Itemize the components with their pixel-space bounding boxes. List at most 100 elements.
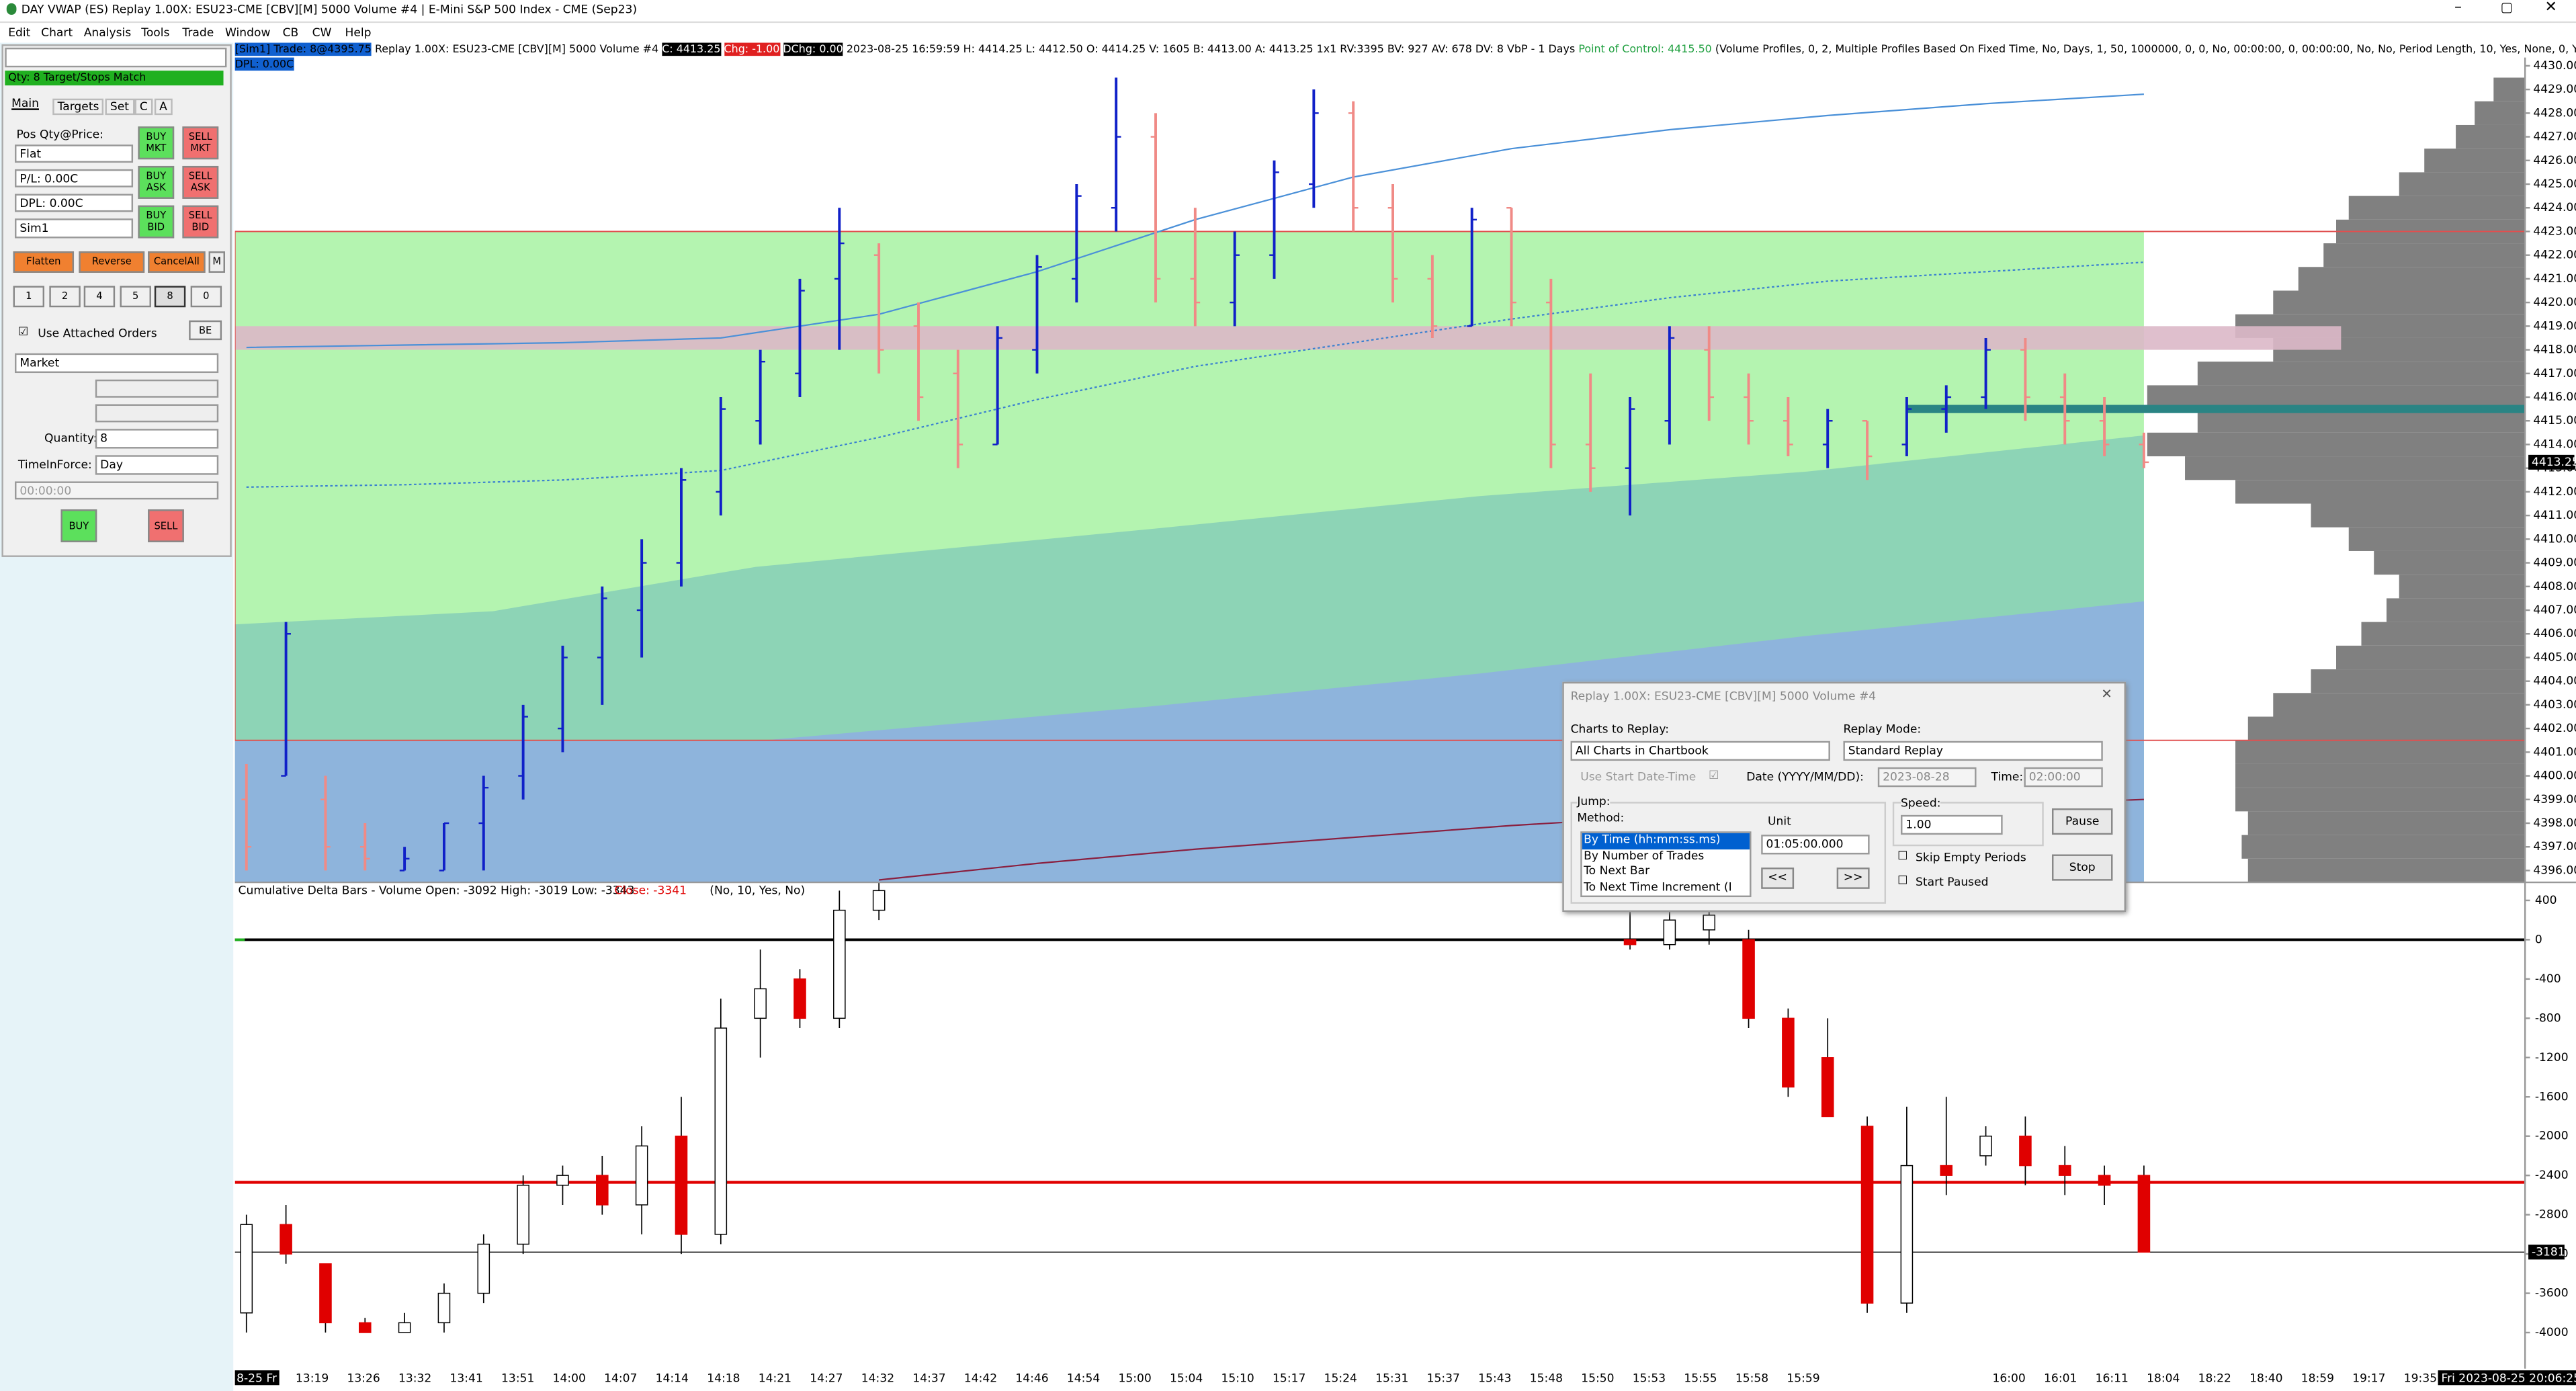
menu-item[interactable]: Analysis <box>83 26 132 40</box>
checkbox[interactable]: ☑ <box>1708 769 1719 782</box>
buy-mkt[interactable]: BUY MKT <box>138 126 175 160</box>
menu-item[interactable]: CB <box>282 26 299 40</box>
candle-body <box>1782 1017 1795 1088</box>
label: Speed: <box>1901 796 1941 810</box>
candle-body <box>833 909 846 1019</box>
qty-preset[interactable]: 5 <box>120 286 151 308</box>
tif[interactable]: Day <box>95 455 219 475</box>
quantity[interactable]: 8 <box>95 429 219 449</box>
skip-empty[interactable]: Skip Empty Periods <box>1916 851 2026 865</box>
sell-mkt[interactable]: SELL MKT <box>182 126 219 160</box>
y-tick-label: -2000 <box>2535 1130 2569 1143</box>
x-tick-label: 15:24 <box>1324 1372 1357 1385</box>
label: Quantity: <box>44 432 97 446</box>
tab[interactable]: A <box>154 98 173 116</box>
buy-ask[interactable]: BUY ASK <box>138 165 175 199</box>
checkbox[interactable]: ☑ <box>17 325 29 339</box>
close[interactable]: ✕ <box>2544 0 2557 17</box>
menu-item[interactable]: Edit <box>8 26 31 40</box>
sell-ask[interactable]: SELL ASK <box>182 165 219 199</box>
candle-body <box>872 890 886 911</box>
jump-back[interactable]: << <box>1761 868 1795 889</box>
qty-preset[interactable]: 0 <box>190 286 222 308</box>
value-area-outline <box>234 230 2526 741</box>
candle-body <box>596 1175 609 1206</box>
y-tick-label: -2400 <box>2535 1169 2569 1182</box>
jump-group <box>1570 802 1887 904</box>
x-tick-label: 14:46 <box>1015 1372 1048 1385</box>
sell-bid[interactable]: SELL BID <box>182 205 219 239</box>
candle-body <box>675 1135 688 1235</box>
m-button[interactable]: M <box>208 251 225 273</box>
menu-item[interactable]: Help <box>345 26 372 40</box>
jump-forward[interactable]: >> <box>1836 868 1870 889</box>
dialog-close[interactable]: ✕ <box>2101 687 2112 702</box>
attached-orders[interactable]: Use Attached Orders <box>38 327 157 341</box>
speed[interactable]: 1.00 <box>1901 814 2003 835</box>
buy-bid[interactable]: BUY BID <box>138 205 175 239</box>
tab[interactable]: Targets <box>52 98 104 116</box>
x-tick-label: 18:59 <box>2301 1372 2334 1385</box>
method-option[interactable]: By Time (hh:mm:ss.ms) <box>1582 833 1750 849</box>
menu-item[interactable]: Window <box>224 26 271 40</box>
checkbox[interactable]: ☐ <box>1897 874 1908 888</box>
unit[interactable]: 01:05:00.000 <box>1761 835 1870 855</box>
buy[interactable]: BUY <box>60 509 97 542</box>
method-option[interactable]: By Number of Trades <box>1584 848 1705 862</box>
cancel-all[interactable]: CancelAll <box>148 251 206 273</box>
qty-preset[interactable]: 4 <box>83 286 116 308</box>
menu-item[interactable]: CW <box>312 26 332 40</box>
price-2 <box>95 404 219 423</box>
y-tick-label: 4414.00 <box>2533 437 2576 451</box>
stop[interactable]: Stop <box>2051 854 2113 881</box>
last-price-label: 4413.25 <box>2532 456 2576 469</box>
reverse[interactable]: Reverse <box>79 251 145 273</box>
y-tick-label: 4401.00 <box>2533 745 2576 759</box>
y-tick-label: 4412.00 <box>2533 485 2576 499</box>
x-tick-label: 16:00 <box>1993 1372 2026 1385</box>
qty-preset[interactable]: 8 <box>154 286 186 308</box>
start-paused[interactable]: Start Paused <box>1916 876 1989 889</box>
qty-preset[interactable]: 1 <box>13 286 45 308</box>
charts-select[interactable]: All Charts in Chartbook <box>1570 741 1830 761</box>
symbol-dropdown[interactable] <box>5 47 227 68</box>
method-option[interactable]: To Next Time Increment (I <box>1584 880 1732 893</box>
profile-bar <box>2247 811 2526 835</box>
y-tick-label: 4403.00 <box>2533 698 2576 712</box>
profile-bar <box>2185 456 2526 480</box>
menu-item[interactable]: Tools <box>141 26 170 40</box>
order-type[interactable]: Market <box>15 353 219 374</box>
time[interactable]: 02:00:00 <box>2024 767 2103 788</box>
minimize[interactable]: – <box>2454 0 2462 17</box>
checkbox[interactable]: ☐ <box>1897 849 1908 863</box>
y-tick-label: 4404.00 <box>2533 675 2576 688</box>
date[interactable]: 2023-08-28 <box>1877 767 1977 788</box>
change: Chg: -1.00 <box>724 42 780 56</box>
pause[interactable]: Pause <box>2051 808 2113 835</box>
be-button[interactable]: BE <box>189 320 222 341</box>
x-start-label: 8-25 Fr <box>237 1372 277 1385</box>
tab[interactable]: Main <box>11 97 39 110</box>
tab[interactable]: Set <box>105 98 134 116</box>
method-option[interactable]: To Next Bar <box>1584 864 1650 878</box>
tab[interactable]: C <box>134 98 153 116</box>
use-start[interactable]: Use Start Date-Time <box>1580 770 1697 784</box>
menu-item[interactable]: Chart <box>41 26 73 40</box>
mode-select[interactable]: Standard Replay <box>1843 741 2103 761</box>
x-start-bg <box>234 1370 280 1386</box>
y-tick-label: 4425.00 <box>2533 177 2576 191</box>
maximize[interactable]: ▢ <box>2500 0 2514 15</box>
label: Method: <box>1577 811 1625 825</box>
x-tick-label: 14:18 <box>707 1372 740 1385</box>
x-tick-label: 15:53 <box>1633 1372 1666 1385</box>
flatten[interactable]: Flatten <box>13 251 75 273</box>
profile-bar <box>2493 77 2526 101</box>
x-axis-bg <box>234 1368 2526 1391</box>
sell[interactable]: SELL <box>148 509 184 542</box>
y-tick-label: 4409.00 <box>2533 556 2576 570</box>
candle-body <box>1623 939 1637 945</box>
x-tick-label: 15:59 <box>1787 1372 1819 1385</box>
account[interactable]: Sim1 <box>15 218 134 239</box>
qty-preset[interactable]: 2 <box>49 286 81 308</box>
menu-item[interactable]: Trade <box>182 26 214 40</box>
